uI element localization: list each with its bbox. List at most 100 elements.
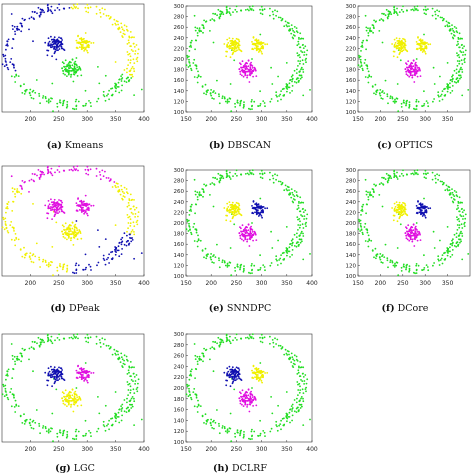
- data-point: [298, 235, 301, 237]
- data-point: [287, 186, 290, 189]
- data-point: [422, 205, 424, 208]
- data-point: [61, 397, 63, 400]
- data-point: [456, 229, 459, 231]
- data-point: [277, 16, 280, 19]
- data-point: [385, 172, 388, 175]
- data-point: [447, 250, 450, 253]
- data-point: [424, 215, 426, 217]
- data-point: [58, 207, 61, 210]
- data-point: [12, 38, 14, 40]
- data-point: [24, 181, 26, 183]
- data-point: [117, 186, 119, 188]
- data-point: [457, 81, 459, 83]
- data-point: [187, 66, 190, 68]
- y-tick-label: 140: [174, 418, 185, 424]
- data-point: [190, 210, 193, 212]
- x-tick-label: 200: [375, 280, 387, 287]
- x-tick-label: 250: [53, 280, 65, 287]
- data-point: [117, 416, 120, 418]
- data-point: [453, 31, 456, 33]
- data-point: [358, 220, 361, 223]
- data-point: [120, 188, 123, 191]
- data-point: [128, 371, 130, 374]
- data-point: [24, 18, 26, 21]
- data-point: [285, 251, 288, 253]
- data-point: [295, 411, 298, 413]
- data-point: [90, 435, 92, 437]
- data-point: [66, 267, 69, 270]
- x-tick-label: 200: [375, 116, 387, 123]
- data-point: [291, 365, 294, 367]
- data-point: [305, 221, 307, 224]
- data-point: [38, 344, 41, 347]
- data-point: [367, 32, 370, 34]
- data-point: [309, 418, 311, 421]
- data-point: [30, 97, 33, 99]
- data-point: [289, 421, 291, 424]
- data-point: [240, 66, 243, 69]
- data-point: [231, 210, 234, 213]
- data-point: [121, 403, 124, 406]
- data-point: [123, 359, 125, 362]
- data-point: [186, 385, 189, 388]
- y-tick-label: 160: [174, 78, 185, 84]
- data-point: [423, 12, 426, 15]
- data-point: [297, 383, 299, 386]
- data-point: [126, 360, 129, 362]
- data-point: [247, 70, 249, 73]
- data-point: [424, 216, 427, 219]
- data-point: [458, 226, 461, 229]
- data-point: [126, 191, 128, 193]
- x-tick-label: 300: [419, 280, 431, 287]
- data-point: [201, 352, 204, 355]
- x-tick-label: 200: [205, 280, 217, 287]
- data-point: [221, 11, 224, 14]
- data-point: [120, 75, 122, 77]
- data-point: [99, 346, 102, 348]
- data-point: [237, 202, 240, 205]
- data-point: [285, 391, 288, 393]
- caption-letter: (h): [213, 463, 229, 474]
- data-point: [129, 385, 132, 388]
- data-point: [461, 201, 463, 204]
- data-point: [76, 75, 79, 77]
- data-point: [14, 193, 16, 195]
- data-point: [81, 374, 83, 376]
- data-point: [375, 91, 378, 93]
- data-point: [413, 245, 416, 247]
- data-point: [75, 227, 78, 230]
- data-point: [253, 430, 256, 433]
- data-point: [126, 406, 129, 409]
- data-point: [396, 176, 398, 179]
- data-point: [31, 340, 34, 343]
- data-point: [39, 343, 42, 346]
- data-point: [231, 205, 234, 208]
- data-point: [84, 378, 86, 381]
- data-point: [254, 68, 257, 71]
- data-point: [376, 253, 379, 256]
- data-point: [193, 405, 196, 408]
- data-point: [289, 192, 291, 195]
- data-point: [133, 36, 135, 39]
- data-point: [434, 177, 437, 180]
- data-point: [393, 170, 395, 173]
- data-point: [85, 204, 88, 207]
- data-point: [246, 404, 249, 406]
- data-point: [56, 169, 59, 171]
- data-point: [132, 42, 135, 45]
- y-tick-label: 220: [346, 210, 357, 216]
- data-point: [50, 5, 53, 8]
- data-point: [128, 382, 131, 385]
- data-point: [251, 369, 253, 372]
- data-point: [261, 45, 264, 47]
- data-point: [79, 397, 82, 400]
- data-point: [52, 38, 54, 41]
- data-point: [365, 48, 367, 51]
- data-point: [133, 46, 136, 48]
- data-point: [13, 25, 16, 28]
- data-point: [64, 403, 66, 406]
- data-point: [10, 405, 13, 408]
- data-point: [51, 412, 54, 415]
- data-point: [44, 204, 47, 207]
- data-point: [251, 377, 254, 379]
